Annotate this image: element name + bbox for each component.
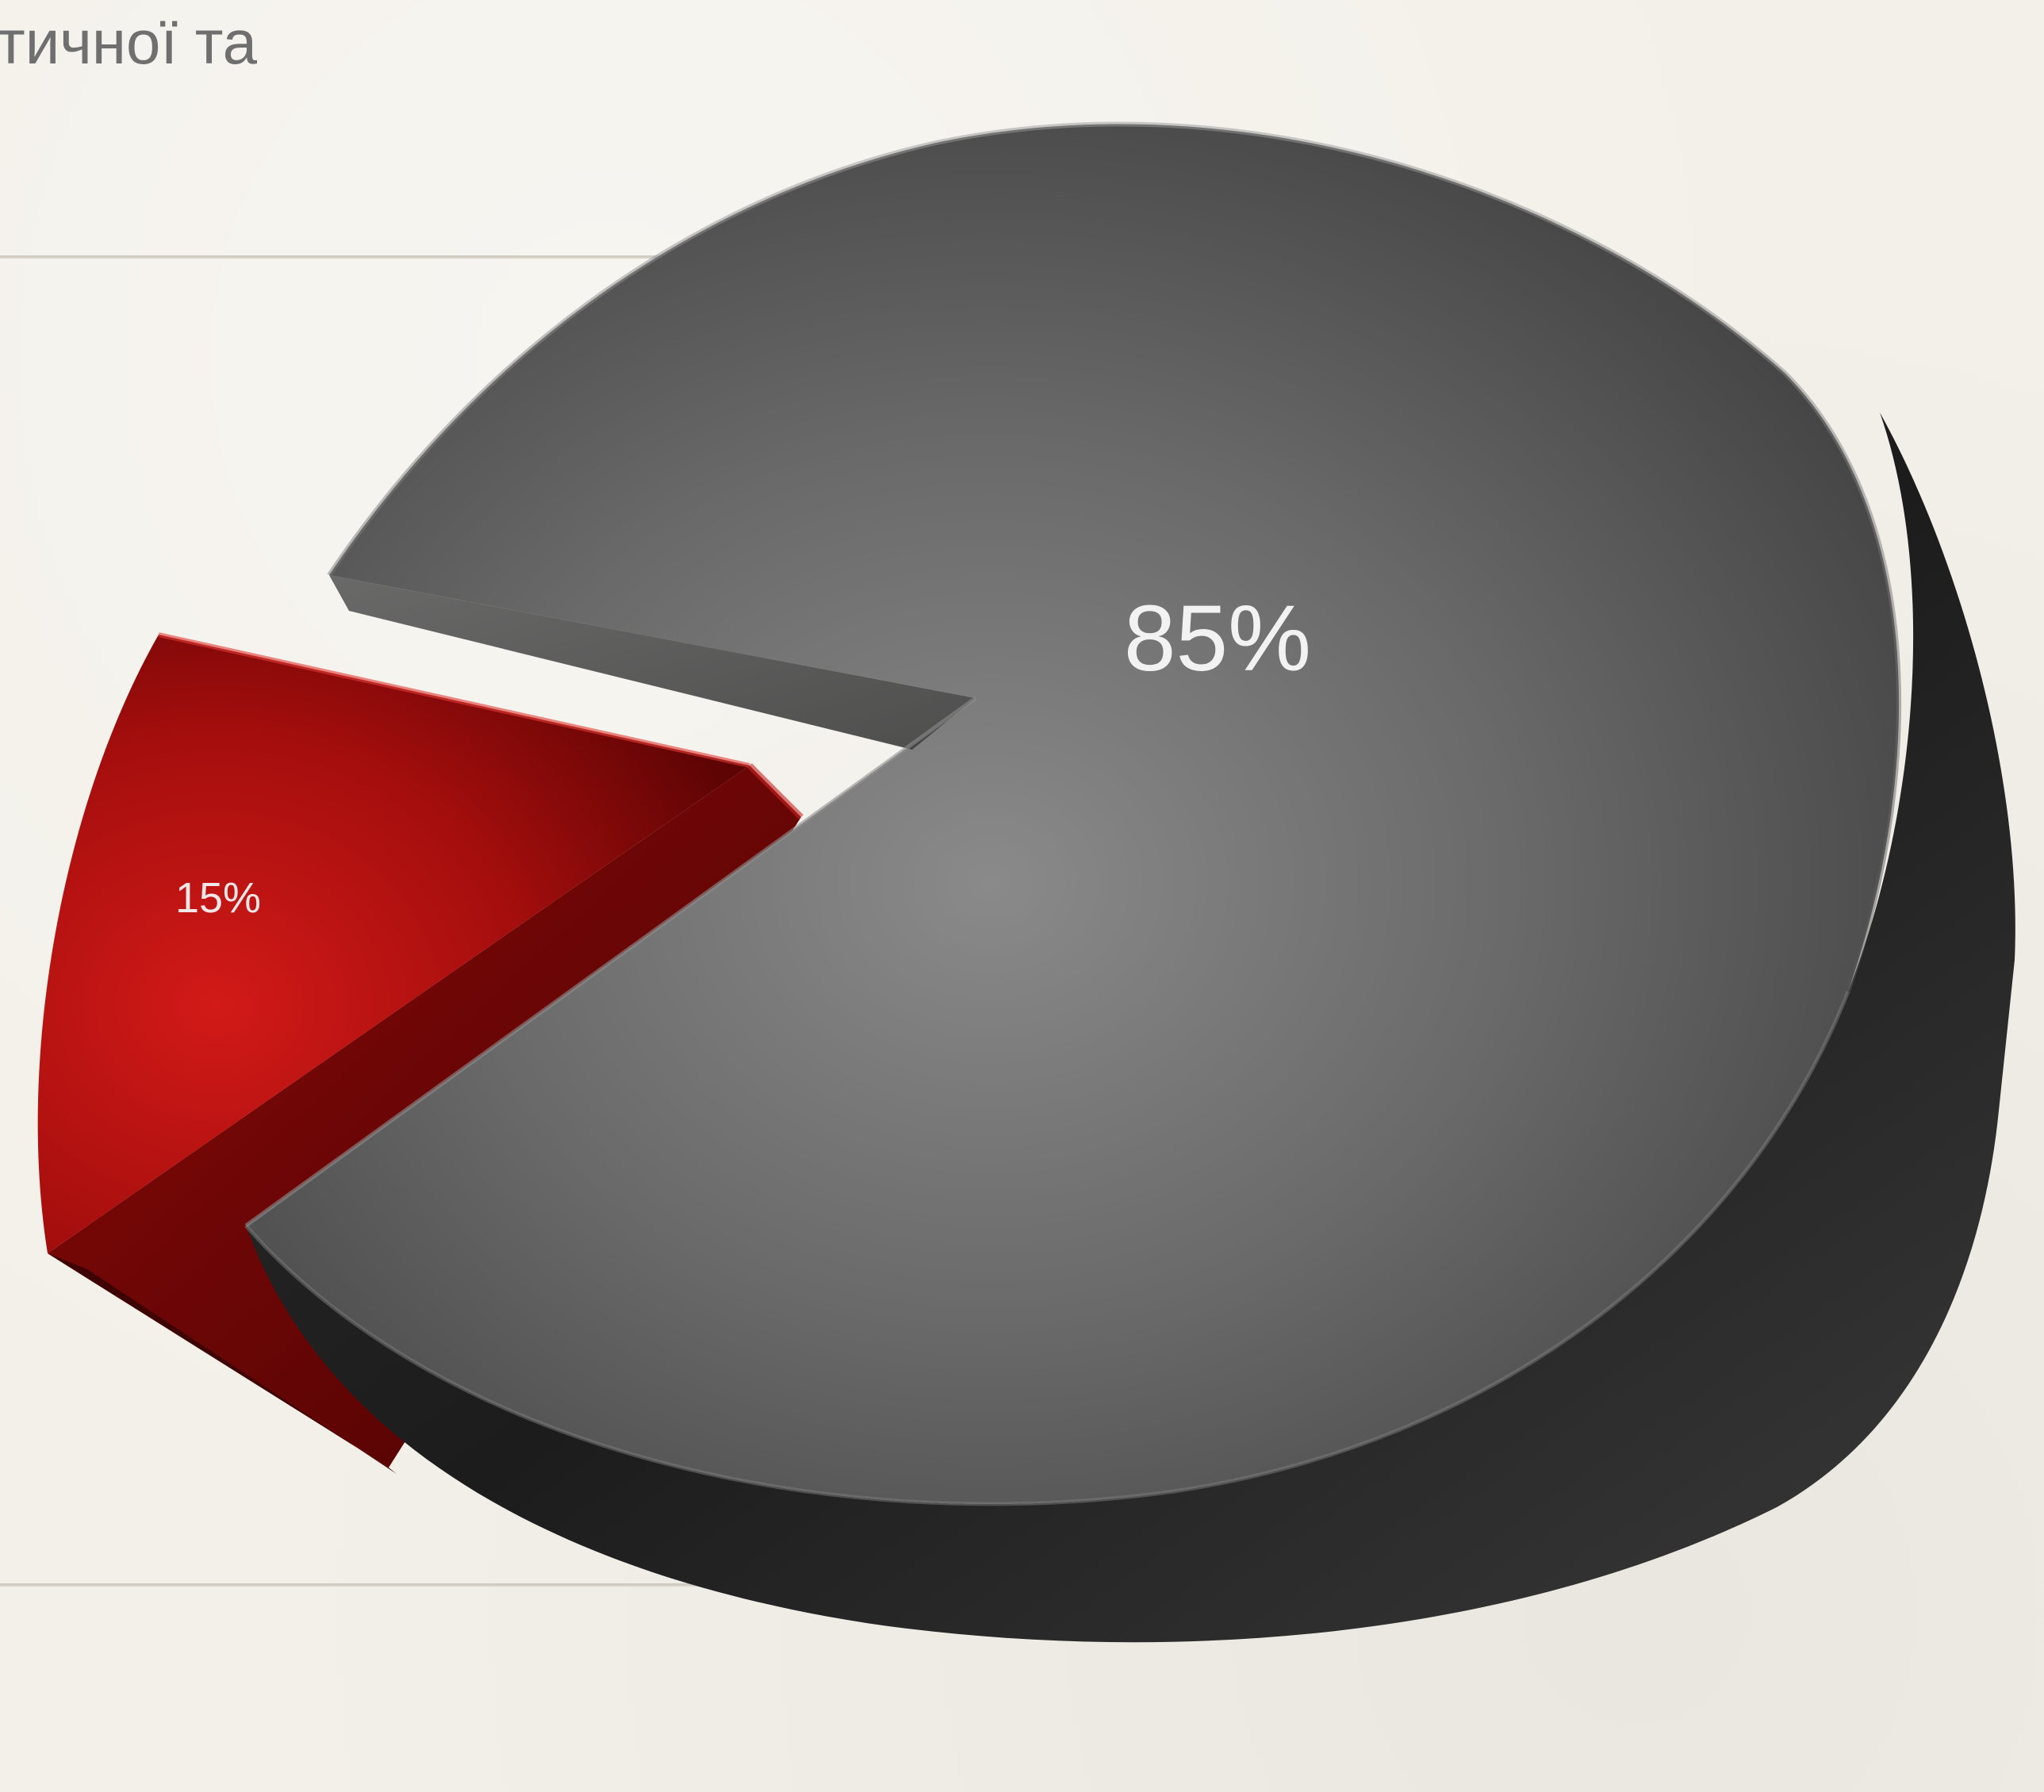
pie-slice-85-label: 85% — [1124, 586, 1311, 691]
pie-slice-15-top — [37, 635, 750, 1253]
pie-slice-15-label: 15% — [175, 874, 261, 922]
page-title: тичної та — [0, 7, 257, 77]
pie-slice-85-top — [246, 124, 1900, 1504]
divider-top — [0, 255, 793, 259]
divider-bottom — [0, 1583, 793, 1587]
pie-slice-85 — [244, 121, 2015, 1643]
